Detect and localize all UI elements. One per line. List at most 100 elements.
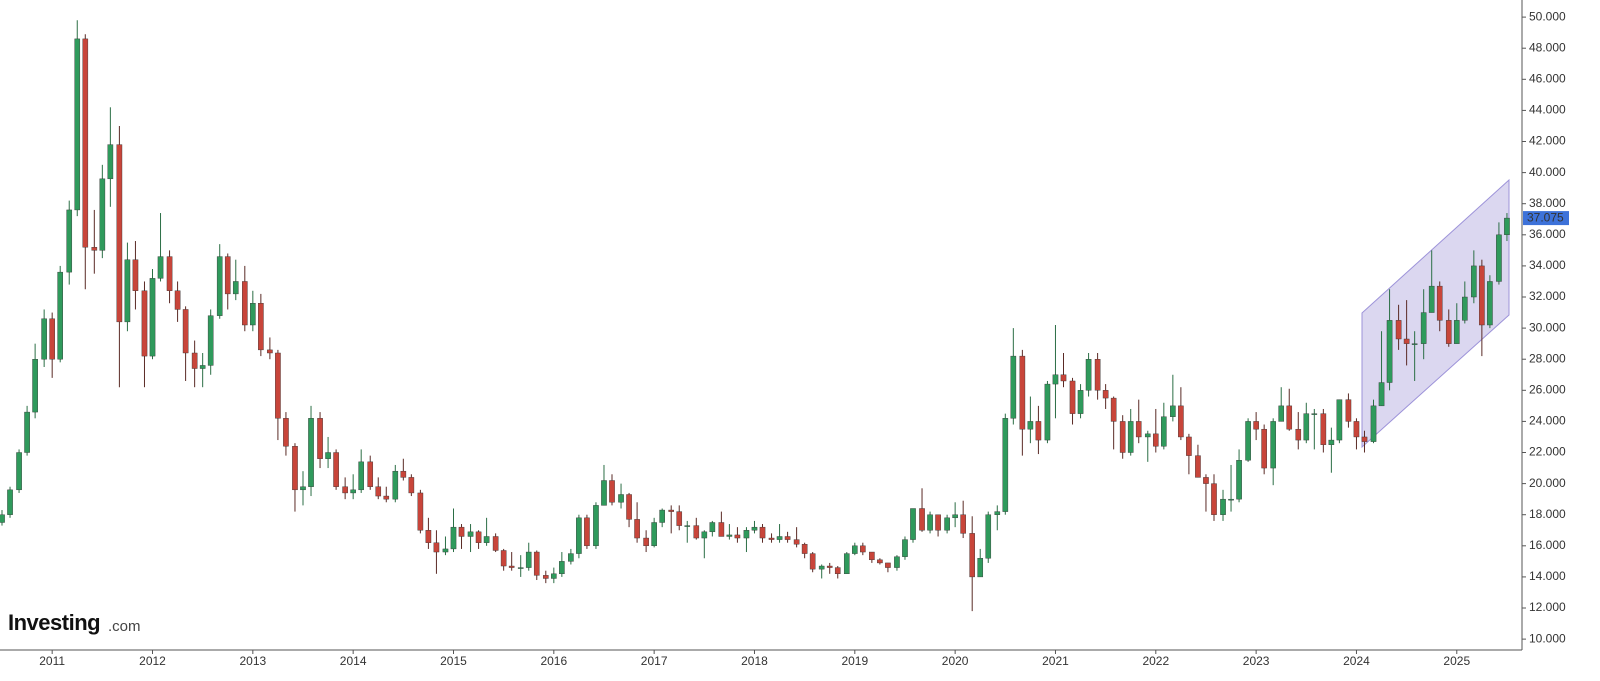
candle-body: [1203, 477, 1209, 484]
candle-body: [1253, 421, 1259, 430]
candle-body: [910, 508, 916, 540]
candle-body: [1471, 265, 1477, 298]
y-tick-label: 42.000: [1529, 134, 1566, 148]
candle-body: [1135, 421, 1142, 438]
y-tick-label: 18.000: [1529, 507, 1566, 521]
candle-body: [751, 526, 758, 531]
x-tick-label: 2015: [440, 654, 467, 668]
candle-body: [843, 553, 850, 575]
candle-body: [784, 536, 791, 540]
candle-body: [1144, 433, 1151, 438]
candle-body: [224, 256, 231, 295]
candle-body: [149, 278, 156, 357]
candle-body: [1060, 374, 1067, 382]
candle-body: [325, 452, 331, 459]
candle-body: [869, 551, 875, 561]
candle-body: [342, 486, 348, 494]
candle-body: [1487, 281, 1493, 326]
candle-body: [1428, 285, 1435, 313]
candle-body: [1328, 439, 1335, 445]
candle-body: [793, 539, 800, 545]
candle-body: [525, 551, 532, 568]
candle-body: [1420, 312, 1427, 344]
candle-body: [492, 536, 499, 551]
y-tick-label: 32.000: [1529, 289, 1566, 303]
candle-body: [743, 530, 750, 539]
candle-body: [475, 531, 482, 543]
candle-body: [292, 446, 298, 491]
candle-body: [450, 526, 457, 550]
candle-body: [919, 508, 925, 531]
candle-body: [1303, 413, 1310, 441]
candle-body: [1445, 320, 1452, 344]
x-tick-label: 2023: [1243, 654, 1270, 668]
candle-body: [994, 511, 1001, 515]
candle-body: [1119, 421, 1126, 453]
candle-body: [1361, 436, 1368, 442]
candle-body: [1245, 421, 1251, 461]
candle-body: [1270, 421, 1276, 469]
candle-body: [99, 178, 106, 251]
candle-body: [166, 256, 173, 291]
candle-body: [57, 271, 63, 360]
candle-body: [400, 470, 407, 478]
candle-body: [1228, 498, 1234, 501]
x-tick-label: 2021: [1042, 654, 1069, 668]
candle-body: [1170, 405, 1176, 417]
candle-body: [877, 559, 883, 564]
candle-body: [860, 545, 866, 553]
candle-body: [568, 553, 574, 562]
candle-body: [41, 318, 47, 360]
candle-body: [66, 209, 73, 273]
candle-body: [668, 509, 675, 512]
candle-body: [902, 539, 908, 557]
x-tick-label: 2011: [39, 654, 65, 668]
candle-body: [32, 359, 38, 413]
candle-body: [367, 461, 374, 487]
y-tick-label: 12.000: [1529, 600, 1566, 614]
candle-body: [467, 531, 474, 537]
x-tick-label: 2025: [1443, 654, 1470, 668]
candle-body: [726, 534, 733, 537]
last-price-label: 37.075: [1527, 210, 1564, 224]
candle-body: [408, 477, 415, 494]
candle-body: [801, 544, 808, 554]
candle-body: [1085, 359, 1092, 391]
candle-body: [1002, 418, 1009, 512]
candle-body: [1044, 383, 1051, 441]
logo-suffix: .com: [108, 618, 141, 635]
candle-body: [1110, 397, 1117, 422]
candle-body: [894, 556, 900, 568]
y-tick-label: 46.000: [1529, 71, 1566, 85]
candle-body: [174, 290, 181, 310]
candle-body: [1462, 296, 1468, 321]
candle-body: [601, 480, 607, 506]
candle-body: [199, 365, 206, 369]
candle-body: [809, 553, 816, 570]
y-tick-label: 26.000: [1529, 382, 1566, 396]
candle-body: [500, 550, 507, 567]
candle-body: [651, 522, 657, 547]
candle-body: [643, 537, 649, 547]
x-tick-label: 2024: [1343, 654, 1370, 668]
candle-body: [1353, 421, 1360, 438]
candle-body: [944, 517, 950, 531]
candle-body: [634, 519, 640, 539]
candle-body: [250, 303, 256, 326]
candle-body: [826, 565, 833, 568]
candle-body: [1345, 399, 1352, 422]
candle-body: [1311, 413, 1318, 415]
candle-body: [709, 522, 716, 533]
candle-body: [216, 256, 223, 316]
candle-body: [242, 281, 248, 326]
candle-body: [1220, 498, 1226, 515]
candle-body: [1295, 428, 1302, 441]
candle-body: [1077, 390, 1084, 414]
candle-body: [676, 511, 683, 526]
candle-body: [1019, 355, 1026, 430]
candle-body: [885, 562, 891, 568]
candle-body: [207, 315, 214, 366]
candle-body: [141, 290, 148, 357]
